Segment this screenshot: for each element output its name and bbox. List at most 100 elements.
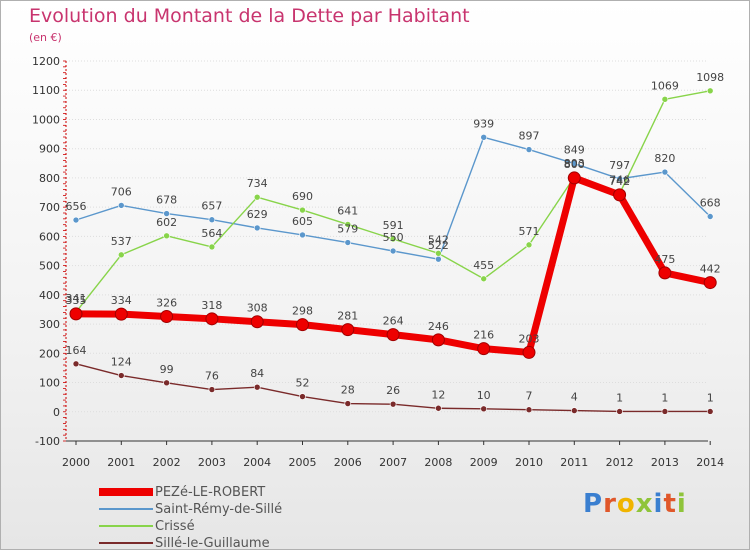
data-point: [163, 379, 170, 387]
y-tick-label: 500: [39, 260, 60, 273]
data-label: 216: [473, 329, 494, 342]
data-label: 641: [337, 204, 358, 217]
legend-label: PEZé-LE-ROBERT: [155, 485, 266, 500]
data-label: 12: [431, 388, 445, 401]
data-point: [205, 312, 219, 326]
y-tick-label: 300: [39, 318, 60, 331]
logo-letter: r: [603, 489, 617, 519]
data-point: [435, 404, 442, 412]
data-point: [208, 243, 216, 251]
legend-label: Crissé: [155, 519, 195, 534]
data-label: 657: [201, 200, 222, 213]
data-point: [299, 206, 306, 214]
data-point: [706, 408, 714, 415]
legend-label: Sillé-le-Guillaume: [155, 536, 270, 550]
proxiti-logo: Proxiti: [583, 489, 687, 519]
data-point: [299, 393, 306, 400]
data-point: [253, 224, 261, 232]
data-point: [703, 276, 717, 290]
legend-item: Saint-Rémy-de-Sillé: [99, 501, 359, 518]
data-point: [661, 408, 669, 415]
data-label: 1: [616, 391, 623, 404]
data-label: 591: [383, 219, 404, 232]
data-label: 4: [571, 391, 578, 404]
data-point: [616, 408, 623, 415]
data-label: 550: [383, 231, 404, 244]
data-point: [72, 360, 80, 368]
data-point: [253, 383, 261, 391]
data-label: 678: [156, 194, 177, 207]
x-tick-label: 2013: [651, 456, 679, 469]
data-label: 542: [428, 233, 449, 246]
data-label: 124: [111, 356, 132, 369]
data-label: 522: [428, 239, 449, 252]
data-point: [525, 146, 533, 153]
data-point: [163, 232, 170, 240]
y-tick-label: 1100: [32, 84, 60, 97]
data-label: 629: [247, 208, 268, 221]
data-point: [661, 95, 669, 103]
data-label: 742: [609, 175, 630, 188]
data-point: [706, 87, 714, 95]
data-point: [480, 405, 488, 413]
x-tick-label: 2004: [243, 456, 271, 469]
data-label: 1098: [696, 71, 724, 84]
data-point: [341, 323, 355, 337]
data-point: [389, 400, 397, 408]
data-label: 656: [66, 200, 87, 213]
data-point: [208, 216, 216, 224]
data-label: 800: [564, 158, 585, 171]
data-label: 281: [337, 310, 358, 323]
chart-unit: (en €): [29, 31, 62, 44]
data-label: 264: [383, 315, 404, 328]
y-tick-label: -100: [35, 435, 60, 448]
data-label: 164: [66, 344, 87, 357]
data-label: 564: [201, 227, 222, 240]
data-point: [160, 309, 174, 323]
data-label: 939: [473, 117, 494, 130]
data-point: [616, 175, 623, 183]
data-label: 52: [296, 377, 310, 390]
data-label: 10: [477, 389, 491, 402]
legend-label: Saint-Rémy-de-Sillé: [155, 502, 283, 517]
data-label: 734: [247, 177, 268, 190]
data-label: 706: [111, 185, 132, 198]
chart-legend: PEZé-LE-ROBERT Saint-Rémy-de-Sillé Crissé S…: [99, 484, 359, 550]
data-label: 897: [519, 130, 540, 143]
x-tick-label: 2011: [560, 456, 588, 469]
data-point: [477, 342, 491, 356]
data-label: 335: [66, 294, 87, 307]
data-point: [567, 171, 581, 185]
data-point: [525, 406, 533, 414]
logo-letter: t: [663, 489, 677, 519]
x-tick-label: 2010: [515, 456, 543, 469]
legend-swatch: [99, 508, 153, 510]
data-point: [480, 133, 488, 141]
data-point: [480, 275, 488, 283]
data-point: [570, 160, 578, 167]
x-tick-label: 2007: [379, 456, 407, 469]
y-tick-label: 1000: [32, 113, 60, 126]
logo-letter: i: [676, 489, 687, 519]
data-label: 326: [156, 296, 177, 309]
x-tick-label: 2003: [198, 456, 226, 469]
data-label: 579: [337, 223, 358, 236]
data-label: 820: [654, 152, 675, 165]
data-label: 334: [111, 294, 132, 307]
data-point: [253, 193, 261, 201]
data-label: 849: [564, 144, 585, 157]
data-label: 571: [519, 225, 540, 238]
data-point: [118, 202, 125, 209]
y-tick-label: 600: [39, 230, 60, 243]
y-tick-label: 0: [53, 406, 60, 419]
data-label: 318: [201, 299, 222, 312]
legend-swatch: [99, 525, 153, 527]
data-label: 475: [654, 253, 675, 266]
data-point: [389, 247, 397, 255]
y-tick-label: 1200: [32, 55, 60, 68]
data-label: 203: [519, 332, 540, 345]
data-label: 28: [341, 384, 355, 397]
data-point: [431, 333, 445, 347]
